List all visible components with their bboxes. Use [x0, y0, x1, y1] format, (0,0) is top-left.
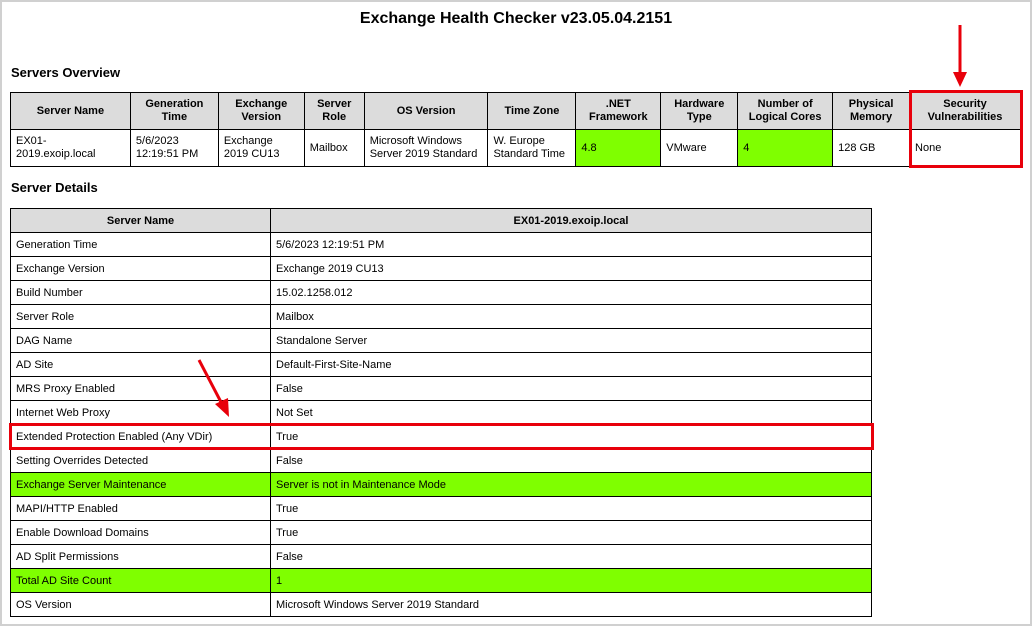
table-row: OS Version Microsoft Windows Server 2019 …	[10, 592, 872, 617]
detail-value: Standalone Server	[270, 328, 872, 353]
detail-value: Not Set	[270, 400, 872, 425]
table-row: Total AD Site Count 1	[10, 568, 872, 593]
overview-cell: 128 GB	[832, 129, 911, 167]
detail-label: AD Site	[10, 352, 271, 377]
overview-cell: VMware	[660, 129, 739, 167]
servers-overview-table: Server Name Generation Time Exchange Versi…	[10, 92, 1021, 167]
detail-value: 5/6/2023 12:19:51 PM	[270, 232, 872, 257]
detail-value: 15.02.1258.012	[270, 280, 872, 305]
overview-header: Exchange Version	[217, 92, 305, 130]
servers-overview-heading: Servers Overview	[11, 65, 121, 80]
table-row: DAG Name Standalone Server	[10, 328, 872, 353]
overview-cell: Microsoft Windows Server 2019 Standard	[363, 129, 489, 167]
detail-label: Setting Overrides Detected	[10, 448, 271, 473]
detail-value: Mailbox	[270, 304, 872, 329]
detail-label: OS Version	[10, 592, 271, 617]
detail-label: Generation Time	[10, 232, 271, 257]
detail-value: Server is not in Maintenance Mode	[270, 472, 872, 497]
detail-label: Exchange Server Maintenance	[10, 472, 271, 497]
detail-label: Enable Download Domains	[10, 520, 271, 545]
overview-cell: Mailbox	[303, 129, 365, 167]
detail-value: 1	[270, 568, 872, 593]
overview-header: Number of Logical Cores	[737, 92, 834, 130]
table-row: Exchange Version Exchange 2019 CU13	[10, 256, 872, 281]
table-row: MAPI/HTTP Enabled True	[10, 496, 872, 521]
details-header-label: Server Name	[10, 208, 271, 233]
detail-value: Microsoft Windows Server 2019 Standard	[270, 592, 872, 617]
server-details-table: Server Name EX01-2019.exoip.local Generat…	[10, 208, 872, 617]
arrow-icon	[197, 359, 229, 417]
overview-header: .NET Framework	[575, 92, 662, 130]
table-row: Generation Time 5/6/2023 12:19:51 PM	[10, 232, 872, 257]
overview-cell: W. Europe Standard Time	[487, 129, 577, 167]
overview-header: Physical Memory	[832, 92, 911, 130]
detail-value: Exchange 2019 CU13	[270, 256, 872, 281]
detail-label: MRS Proxy Enabled	[10, 376, 271, 401]
overview-cell: EX01-2019.exoip.local	[10, 129, 131, 167]
overview-header: Hardware Type	[660, 92, 739, 130]
detail-label: Server Role	[10, 304, 271, 329]
server-details-heading: Server Details	[11, 180, 98, 195]
table-row: MRS Proxy Enabled False	[10, 376, 872, 401]
detail-value: False	[270, 376, 872, 401]
overview-header: Server Name	[10, 92, 131, 130]
overview-cell: Exchange 2019 CU13	[217, 129, 305, 167]
detail-label: Total AD Site Count	[10, 568, 271, 593]
page-title: Exchange Health Checker v23.05.04.2151	[359, 10, 673, 27]
detail-label: MAPI/HTTP Enabled	[10, 496, 271, 521]
overview-cell: 4	[737, 129, 834, 167]
overview-cell: 4.8	[575, 129, 662, 167]
table-row: Build Number 15.02.1258.012	[10, 280, 872, 305]
table-row: Exchange Server Maintenance Server is not…	[10, 472, 872, 497]
overview-cell: 5/6/2023 12:19:51 PM	[129, 129, 219, 167]
table-row: Server Role Mailbox	[10, 304, 872, 329]
overview-header: Time Zone	[487, 92, 577, 130]
arrow-icon	[953, 25, 967, 87]
table-row: AD Split Permissions False	[10, 544, 872, 569]
detail-label: AD Split Permissions	[10, 544, 271, 569]
table-row: Internet Web Proxy Not Set	[10, 400, 872, 425]
overview-header: Security Vulnerabilities	[909, 92, 1021, 130]
details-header-server: EX01-2019.exoip.local	[270, 208, 872, 233]
detail-value: False	[270, 544, 872, 569]
